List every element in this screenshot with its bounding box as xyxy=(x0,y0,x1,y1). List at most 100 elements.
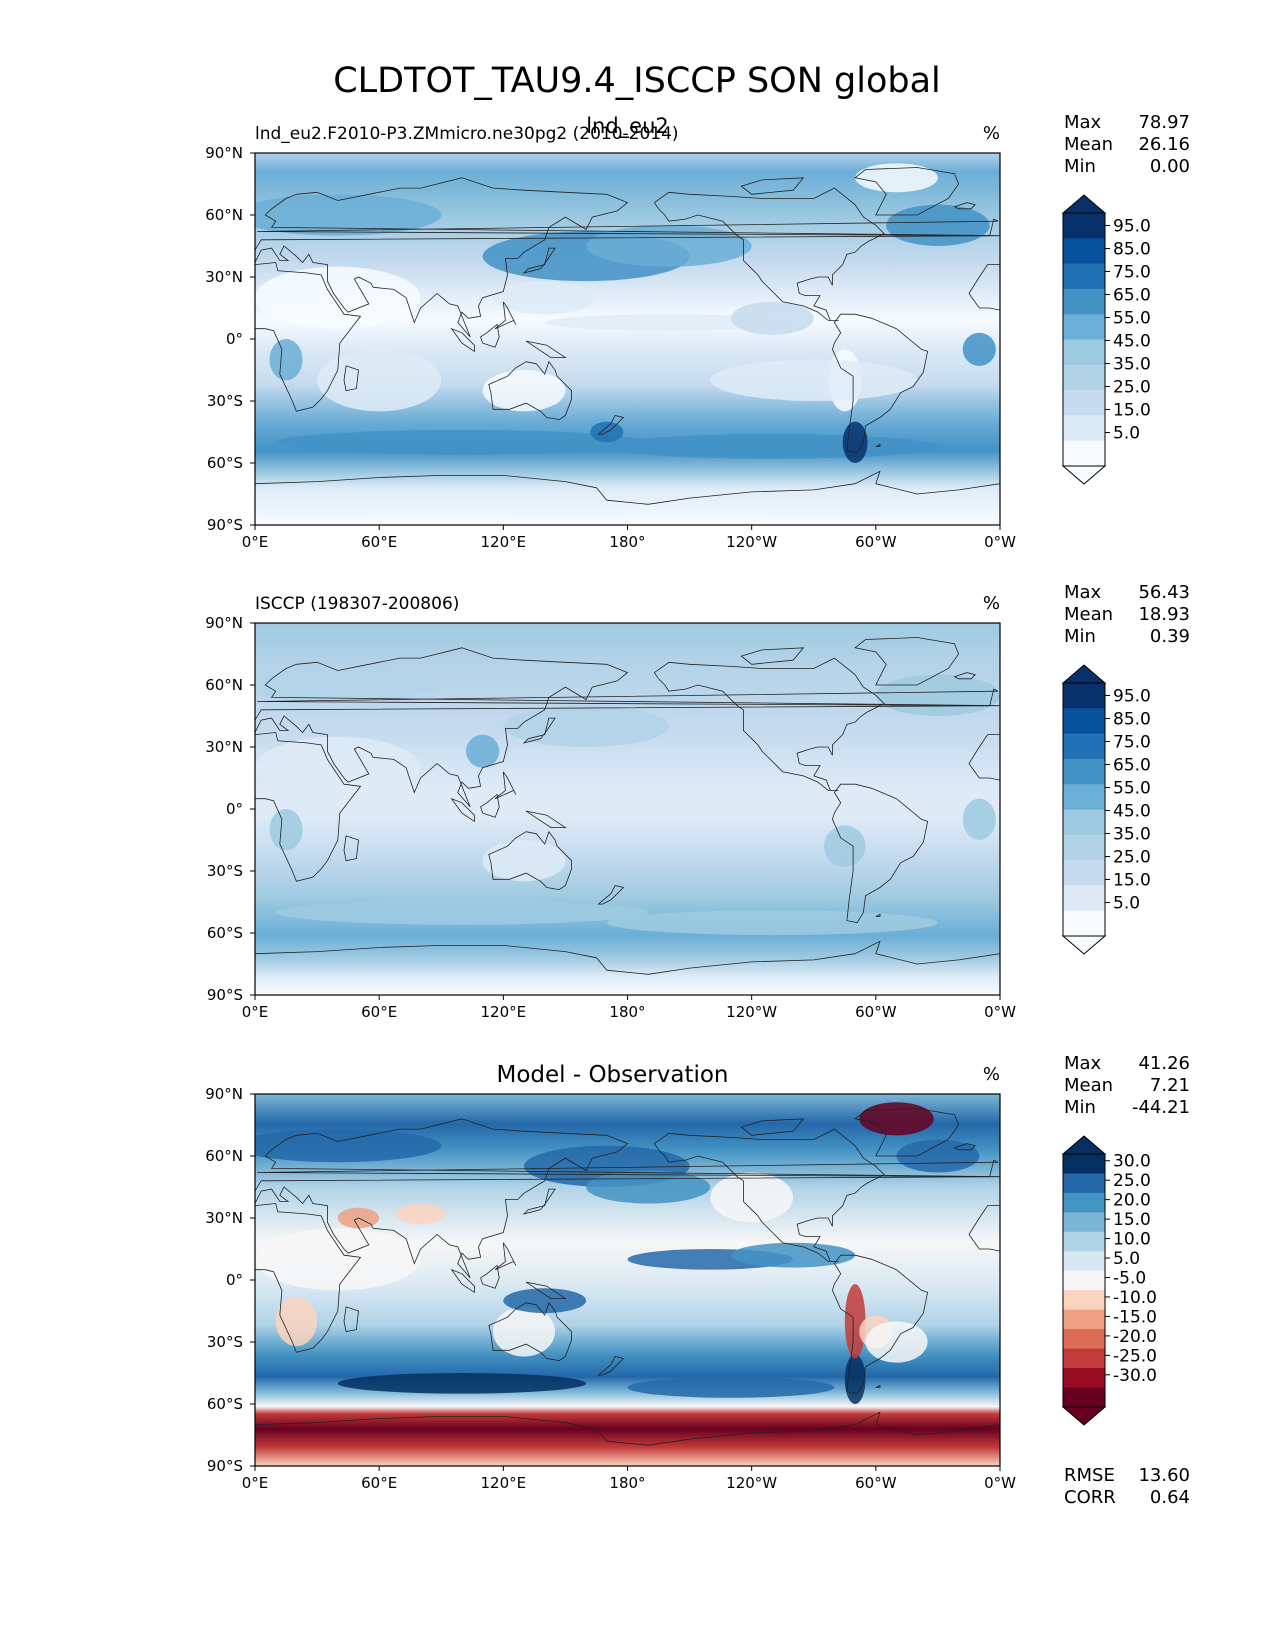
coastline xyxy=(968,1205,1000,1252)
colorbar-extend-top xyxy=(1061,664,1107,684)
x-tick-label: 120°E xyxy=(481,1003,527,1021)
stat-label: Mean xyxy=(1064,604,1113,625)
panel-units: % xyxy=(983,593,1000,614)
colorbar-tick-label: 45.0 xyxy=(1113,802,1151,822)
colorbar-segment xyxy=(1063,1348,1105,1369)
colorbar-tick-label: 5.0 xyxy=(1113,424,1140,444)
coastline xyxy=(653,187,885,321)
coastlines xyxy=(255,167,1000,525)
colorbar-segment xyxy=(1063,733,1105,760)
contour-patch xyxy=(586,225,752,267)
x-tick-label: 0°W xyxy=(984,1474,1016,1492)
colorbar-tick-label: 25.0 xyxy=(1113,1171,1151,1191)
colorbar-tick-label: 5.0 xyxy=(1113,894,1140,914)
x-tick-label: 120°W xyxy=(726,1003,777,1021)
colorbar-tick-label: -25.0 xyxy=(1113,1346,1157,1366)
coastlines xyxy=(255,1108,1000,1466)
coastline xyxy=(597,415,625,435)
stat-label: Mean xyxy=(1064,134,1113,155)
map-panel-difference: 0°E 60°E 120°E 180° 120°W 60°W 0°W 90°N 60°N 30°N… xyxy=(205,1053,1190,1508)
y-tick-label: 60°S xyxy=(207,1395,243,1413)
colorbar-segment xyxy=(1063,364,1105,391)
x-tick-label: 180° xyxy=(609,1003,645,1021)
contour-patch xyxy=(466,734,500,768)
metric-value: 13.60 xyxy=(1138,1465,1190,1486)
coastline xyxy=(854,1108,960,1157)
stat-label: Max xyxy=(1064,582,1102,603)
coastline xyxy=(480,793,500,818)
colorbar-segment xyxy=(1063,390,1105,416)
colorbar-tick-label: 85.0 xyxy=(1113,240,1151,260)
colorbar-tick-label: 15.0 xyxy=(1113,401,1151,421)
colorbar: 95.0 85.0 75.0 65.0 55.0 45.0 35.0 25.0 15.0 5.0 xyxy=(1061,194,1151,485)
y-tick-label: 90°N xyxy=(205,1085,243,1103)
coastline xyxy=(597,1356,625,1376)
stat-label: Min xyxy=(1064,156,1096,177)
coastline xyxy=(875,1384,881,1388)
y-tick-label: 60°N xyxy=(205,1147,243,1165)
colorbar-tick-label: 25.0 xyxy=(1113,378,1151,398)
coastline xyxy=(875,443,881,447)
contour-patch xyxy=(503,796,752,822)
contour-patch xyxy=(875,674,1000,716)
y-tick-label: 30°N xyxy=(205,738,243,756)
contour-patch xyxy=(492,1306,556,1357)
map-panel-test: 0°E 60°E 120°E 180° 120°W 60°W 0°W 90°N 60°N 30°N… xyxy=(205,112,1190,551)
stat-value: 26.16 xyxy=(1138,134,1190,155)
coastline xyxy=(255,1203,362,1353)
panel-left-title: ISCCP (198307-200806) xyxy=(255,594,459,614)
colorbar-tick-label: 20.0 xyxy=(1113,1191,1151,1211)
colorbar-segment xyxy=(1063,1154,1105,1174)
colorbar-tick-label: 65.0 xyxy=(1113,286,1151,306)
coastline xyxy=(343,835,359,862)
colorbar-segment xyxy=(1063,263,1105,290)
coastline xyxy=(968,734,1000,781)
contour-patch xyxy=(824,825,866,867)
field-reference xyxy=(255,623,1000,995)
coastline xyxy=(875,913,881,917)
colorbar-tick-label: 75.0 xyxy=(1113,733,1151,753)
coastline xyxy=(831,783,929,924)
colorbar-tick-label: 55.0 xyxy=(1113,309,1151,329)
y-tick-label: 0° xyxy=(226,330,243,348)
y-tick-label: 60°S xyxy=(207,924,243,942)
x-tick-label: 0°W xyxy=(984,1003,1016,1021)
contour-patch xyxy=(503,1288,587,1314)
panel-center-title: lnd_eu2 xyxy=(586,114,669,139)
figure-title: CLDTOT_TAU9.4_ISCCP SON global xyxy=(333,61,941,101)
contour-patch xyxy=(269,339,303,381)
y-tick-label: 90°N xyxy=(205,144,243,162)
colorbar-segment xyxy=(1063,834,1105,861)
colorbar-tick-label: 55.0 xyxy=(1113,779,1151,799)
y-tick-label: 30°S xyxy=(207,392,243,410)
coastline xyxy=(522,247,556,274)
colorbar-tick-label: 10.0 xyxy=(1113,1230,1151,1250)
coastline xyxy=(953,672,976,680)
colorbar-segment xyxy=(1063,809,1105,836)
colorbar-extend-top xyxy=(1061,1135,1107,1155)
coastline xyxy=(968,264,1000,311)
coastline xyxy=(450,1268,475,1294)
colorbar-tick-label: 85.0 xyxy=(1113,710,1151,730)
stat-value: 0.39 xyxy=(1150,626,1190,647)
coastline xyxy=(488,360,572,421)
contour-patch xyxy=(962,798,996,840)
colorbar-segment xyxy=(1063,1387,1105,1408)
colorbar-segment xyxy=(1063,1368,1105,1389)
colorbar-segment xyxy=(1063,213,1105,239)
contour-patch xyxy=(337,1373,587,1394)
colorbar-segment xyxy=(1063,885,1105,912)
stat-label: Max xyxy=(1064,112,1102,133)
coastline xyxy=(831,313,929,454)
stat-value: 78.97 xyxy=(1138,112,1190,133)
y-tick-label: 90°N xyxy=(205,614,243,632)
x-tick-label: 60°E xyxy=(361,1474,397,1492)
coastline xyxy=(255,262,362,412)
coastline xyxy=(854,637,960,686)
contour-patch xyxy=(586,1170,711,1204)
x-tick-label: 60°W xyxy=(855,533,897,551)
colorbar-segment xyxy=(1063,708,1105,735)
coastline xyxy=(831,1254,929,1395)
coastline xyxy=(740,647,805,665)
stat-value: 18.93 xyxy=(1138,604,1190,625)
